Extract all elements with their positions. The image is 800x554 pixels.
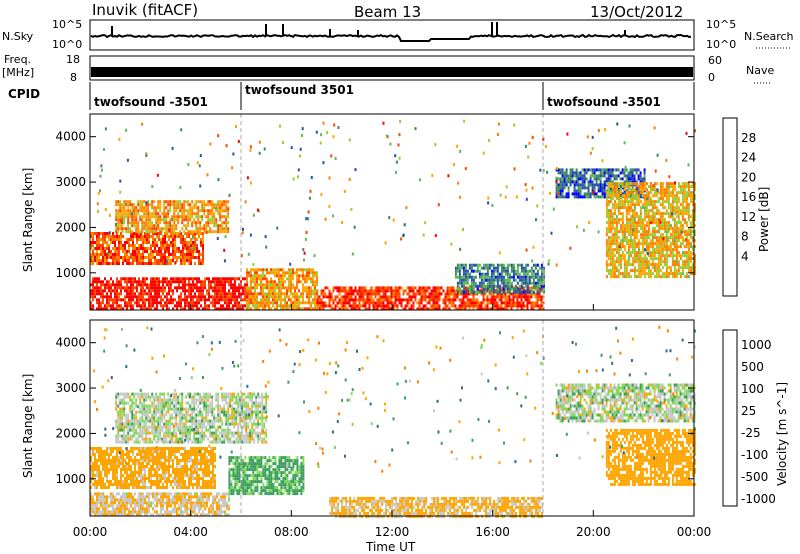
velocity-colorbar-label: Velocity [m s^-1] (775, 382, 789, 486)
velocity-region (90, 492, 230, 517)
freq-unit: [MHz] (2, 66, 34, 79)
x-tick-label: 12:00 (375, 525, 410, 539)
velocity-colorbar-tick: -100 (741, 448, 768, 462)
freq-label: Freq. (4, 53, 31, 66)
power-colorbar-tick: 28 (741, 131, 756, 145)
freq-trace (91, 67, 693, 77)
station-title: Inuvik (fitACF) (92, 1, 198, 19)
velocity-region (115, 392, 268, 444)
x-tick-label: 00:00 (677, 525, 712, 539)
date-title: 13/Oct/2012 (590, 3, 683, 21)
power-region (454, 263, 545, 294)
time-x-ticks: 00:00 04:00 08:00 12:00 16:00 20:00 00:00 (73, 304, 712, 539)
velocity-heatmap (90, 320, 696, 518)
velocity-y-ticks: 1000 2000 3000 4000 (55, 336, 694, 486)
power-region (90, 277, 248, 311)
time-axis-label: Time UT (365, 540, 416, 554)
velocity-ylabel: Slant Range [km] (21, 374, 35, 478)
velocity-colorbar-tick: 500 (741, 360, 764, 374)
power-colorbar-tick: 12 (741, 210, 756, 224)
power-y-tick-label: 2000 (55, 220, 86, 234)
power-region (115, 200, 230, 234)
velocity-colorbar: 1000 500 100 25 -25 -100 -500 -1000 (722, 329, 776, 507)
power-colorbar-tick: 24 (741, 151, 756, 165)
power-colorbar-tick: 16 (741, 190, 756, 204)
cpid-segment-label: twofsound -3501 (94, 95, 208, 109)
velocity-region (228, 456, 305, 496)
power-colorbar-label: Power [dB] (757, 187, 771, 252)
velocity-colorbar-tick: -1000 (741, 492, 776, 506)
nsky-label: N.Sky (2, 30, 34, 43)
power-heatmap (90, 114, 696, 311)
nsky-tick-low: 10^0 (52, 38, 82, 51)
power-colorbar: 28 24 20 16 12 8 4 (722, 117, 756, 297)
nsearch-label: N.Search (744, 30, 794, 43)
beam-title: Beam 13 (354, 3, 421, 21)
velocity-scatter (93, 325, 696, 473)
nave-tick-high: 60 (708, 54, 722, 67)
velocity-colorbar-tick: 100 (741, 382, 764, 396)
cpid-segments: twofsound -3501 twofsound 3501 twofsound -… (94, 82, 661, 110)
power-ylabel: Slant Range [km] (21, 168, 35, 272)
velocity-y-tick-label: 2000 (55, 426, 86, 440)
velocity-y-tick-label: 3000 (55, 381, 86, 395)
velocity-region (90, 447, 216, 489)
velocity-region (329, 496, 544, 518)
power-colorbar-tick: 8 (741, 230, 749, 244)
cpid-segment-label: twofsound -3501 (547, 95, 661, 109)
nsky-tick-high: 10^5 (52, 18, 82, 31)
x-tick-label: 00:00 (73, 525, 108, 539)
x-tick-label: 16:00 (475, 525, 510, 539)
power-y-tick-label: 3000 (55, 175, 86, 189)
velocity-colorbar-frame (722, 329, 738, 507)
nave-label: Nave (746, 64, 774, 77)
power-y-tick-label: 4000 (55, 130, 86, 144)
x-tick-label: 04:00 (173, 525, 208, 539)
power-colorbar-tick: 4 (741, 249, 749, 263)
power-region (316, 286, 545, 311)
nsearch-tick-high: 10^5 (706, 18, 736, 31)
power-y-tick-label: 1000 (55, 266, 86, 280)
nsky-trace (90, 22, 692, 42)
power-colorbar-tick: 20 (741, 170, 756, 184)
power-y-ticks: 1000 2000 3000 4000 (55, 130, 694, 280)
cpid-segment-label: twofsound 3501 (245, 83, 354, 97)
power-region (605, 182, 696, 279)
x-tick-label: 20:00 (576, 525, 611, 539)
velocity-colorbar-tick: -25 (741, 426, 761, 440)
velocity-region (605, 428, 696, 486)
nave-tick-low: 0 (708, 71, 715, 84)
nsearch-tick-low: 10^0 (706, 38, 736, 51)
power-scatter (91, 119, 696, 267)
velocity-colorbar-tick: 1000 (741, 338, 772, 352)
freq-tick-low: 8 (70, 71, 77, 84)
freq-tick-high: 18 (66, 53, 80, 66)
velocity-region (555, 383, 696, 423)
power-region (90, 232, 204, 265)
power-colorbar-frame (722, 117, 738, 297)
velocity-y-tick-label: 4000 (55, 336, 86, 350)
nsky-line (90, 33, 692, 42)
velocity-colorbar-tick: 25 (741, 404, 756, 418)
velocity-y-tick-label: 1000 (55, 472, 86, 486)
velocity-colorbar-tick: -500 (741, 470, 768, 484)
x-tick-label: 08:00 (274, 525, 309, 539)
nsky-panel-frame (89, 19, 695, 51)
power-region (246, 268, 318, 311)
cpid-label: CPID (8, 87, 40, 101)
freq-panel-frame (89, 55, 695, 81)
